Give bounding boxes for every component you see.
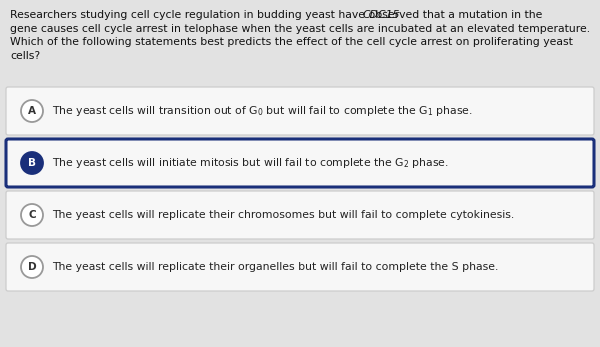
Text: D: D — [28, 262, 37, 272]
Text: B: B — [28, 158, 36, 168]
Text: Which of the following statements best predicts the effect of the cell cycle arr: Which of the following statements best p… — [10, 37, 573, 47]
Text: Researchers studying cell cycle regulation in budding yeast have observed that a: Researchers studying cell cycle regulati… — [10, 10, 546, 20]
Text: CDC15: CDC15 — [362, 10, 400, 20]
Text: C: C — [28, 210, 36, 220]
FancyBboxPatch shape — [6, 139, 594, 187]
Text: The yeast cells will initiate mitosis but will fail to complete the G$_{2}$ phas: The yeast cells will initiate mitosis bu… — [52, 156, 449, 170]
Circle shape — [21, 204, 43, 226]
FancyBboxPatch shape — [6, 191, 594, 239]
Text: cells?: cells? — [10, 51, 40, 60]
Text: gene causes cell cycle arrest in telophase when the yeast cells are incubated at: gene causes cell cycle arrest in telopha… — [10, 24, 590, 34]
Text: The yeast cells will replicate their chromosomes but will fail to complete cytok: The yeast cells will replicate their chr… — [52, 210, 514, 220]
Text: The yeast cells will replicate their organelles but will fail to complete the S : The yeast cells will replicate their org… — [52, 262, 499, 272]
FancyBboxPatch shape — [6, 87, 594, 135]
Circle shape — [21, 100, 43, 122]
FancyBboxPatch shape — [6, 243, 594, 291]
Circle shape — [21, 256, 43, 278]
Circle shape — [21, 152, 43, 174]
Text: The yeast cells will transition out of G$_{0}$ but will fail to complete the G$_: The yeast cells will transition out of G… — [52, 104, 473, 118]
Text: A: A — [28, 106, 36, 116]
